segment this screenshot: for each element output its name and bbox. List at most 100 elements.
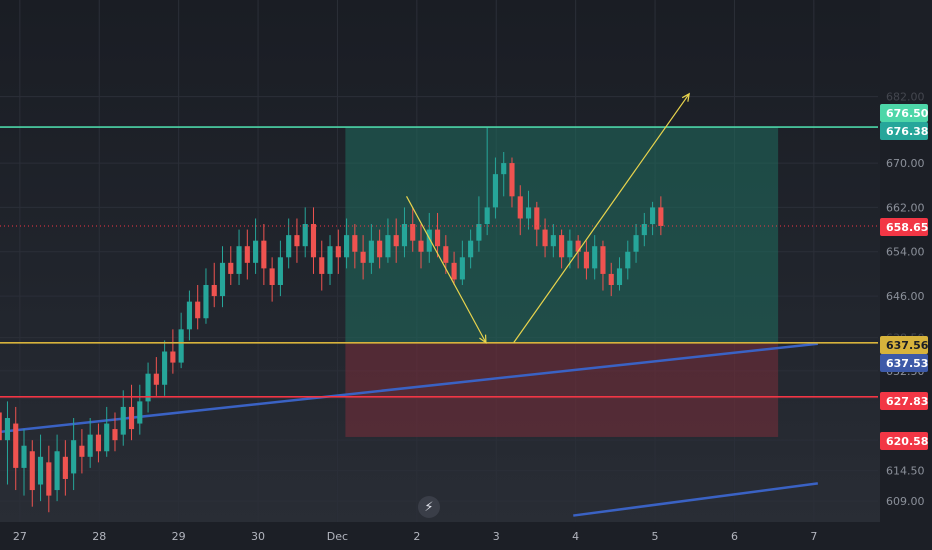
candle xyxy=(559,235,565,258)
candle xyxy=(54,451,60,491)
price-label-bg xyxy=(880,104,928,122)
candle xyxy=(211,285,217,297)
price-label-bg xyxy=(880,336,928,354)
lightning-icon[interactable]: ⚡ xyxy=(418,496,440,518)
y-tick-label: 609.00 xyxy=(886,495,925,508)
y-tick-label: 614.50 xyxy=(886,465,925,478)
candle xyxy=(368,240,374,263)
candle xyxy=(434,229,441,247)
price-label-bg xyxy=(880,218,928,236)
candle xyxy=(319,257,325,274)
x-tick-label: 2 xyxy=(413,530,420,543)
candle xyxy=(426,229,432,252)
candle xyxy=(137,401,143,424)
candle xyxy=(269,268,275,285)
price-label: 637.53 xyxy=(886,357,928,370)
candle xyxy=(542,229,548,247)
candle xyxy=(592,246,598,269)
x-tick-label: 30 xyxy=(251,530,265,543)
x-tick-label: 5 xyxy=(652,530,659,543)
y-tick-label: 646.00 xyxy=(886,290,925,303)
x-tick-label: 6 xyxy=(731,530,738,543)
forecast-path xyxy=(406,92,690,344)
candle xyxy=(186,301,192,330)
candle xyxy=(228,262,234,274)
x-axis-bg xyxy=(0,522,932,550)
price-label: 620.58 xyxy=(886,435,928,448)
candle xyxy=(128,406,135,430)
candle xyxy=(567,240,573,258)
candle xyxy=(410,224,416,241)
price-label: 676.38 xyxy=(886,125,928,138)
candle xyxy=(195,301,201,319)
candle xyxy=(344,235,350,258)
candle xyxy=(302,224,308,247)
candle xyxy=(21,445,27,468)
candle xyxy=(418,240,424,252)
candle xyxy=(517,196,523,219)
price-levels xyxy=(0,126,878,398)
price-label-bg xyxy=(880,392,928,410)
x-tick-label: 27 xyxy=(13,530,27,543)
candle xyxy=(625,251,631,269)
candle xyxy=(162,351,168,385)
x-tick-label: 29 xyxy=(172,530,186,543)
y-tick-label: 654.00 xyxy=(886,246,925,259)
price-label-bg xyxy=(880,354,928,372)
candle xyxy=(236,246,242,274)
candle xyxy=(360,251,366,263)
candle xyxy=(294,235,300,247)
x-tick-label: Dec xyxy=(327,530,348,543)
candle xyxy=(87,434,93,457)
candle xyxy=(46,462,52,496)
candlestick-series xyxy=(0,127,664,513)
y-axis: 682.00638.50627.50620.00670.00662.00654.… xyxy=(880,0,932,522)
candle xyxy=(459,257,465,280)
price-label-bg xyxy=(880,122,928,140)
candle xyxy=(550,235,556,247)
candle xyxy=(112,429,118,441)
candle xyxy=(476,224,482,241)
candle xyxy=(37,456,44,485)
y-tick-label: 682.00 xyxy=(886,91,925,104)
candle xyxy=(443,246,449,263)
candle xyxy=(71,440,77,474)
x-tick-label: 7 xyxy=(810,530,817,543)
candle xyxy=(261,240,267,269)
candle xyxy=(79,445,85,457)
candle xyxy=(0,412,2,441)
candle xyxy=(120,406,126,435)
candle xyxy=(525,207,532,219)
candle xyxy=(501,163,507,175)
candle xyxy=(104,423,110,452)
trendline xyxy=(573,482,818,517)
candle xyxy=(310,224,317,258)
candle xyxy=(244,246,250,263)
candle xyxy=(377,240,383,258)
candle xyxy=(277,257,283,285)
candle xyxy=(327,246,333,274)
candle xyxy=(492,174,499,208)
price-label-bg xyxy=(880,432,928,450)
candle xyxy=(203,285,209,319)
candle xyxy=(608,273,614,285)
candle xyxy=(658,207,664,226)
candle xyxy=(95,434,102,452)
candle xyxy=(385,235,391,258)
trendlines xyxy=(0,342,818,517)
candle xyxy=(393,235,399,247)
candle xyxy=(509,163,515,197)
stop-zone xyxy=(345,342,779,437)
candle xyxy=(451,262,457,280)
position-zones xyxy=(345,127,779,437)
candle xyxy=(352,235,358,252)
forecast-arrowhead xyxy=(479,334,487,344)
candle xyxy=(62,456,68,479)
forecast-arrowhead xyxy=(681,92,690,102)
price-label: 676.50 xyxy=(886,107,929,120)
trendline xyxy=(0,342,818,434)
candle xyxy=(616,268,623,285)
y-tick-label: 670.00 xyxy=(886,157,925,170)
price-label: 658.65 xyxy=(886,221,928,234)
